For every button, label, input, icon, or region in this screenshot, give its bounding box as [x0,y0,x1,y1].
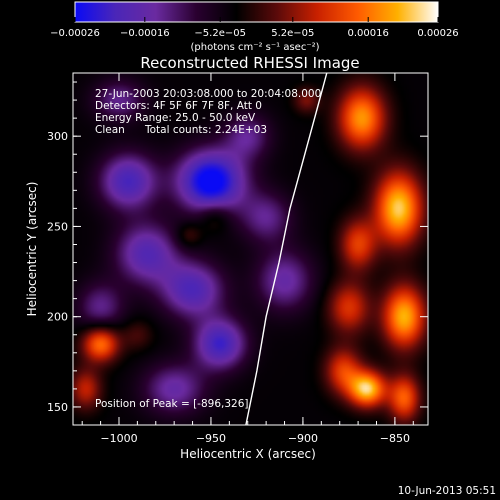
heatmap-image [73,73,428,425]
y-axis-label: Heliocentric Y (arcsec) [25,182,39,317]
y-tick-label: 250 [47,220,68,233]
energy-range-text: Energy Range: 25.0 - 50.0 keV [95,112,256,124]
x-tick-label: −950 [196,432,226,445]
colorbar-tick-label: −5.2e−05 [194,28,246,39]
colorbar-tick-label: −0.00026 [50,28,100,39]
plot-frame [72,72,429,426]
colorbar-unit-label: (photons cm⁻² s⁻¹ asec⁻²) [190,42,319,53]
y-tick-label: 300 [47,130,68,143]
method-text: Clean [95,124,125,136]
solar-limb-curve [245,73,328,425]
colorbar-tick-label: −0.00016 [120,28,170,39]
total-counts-text: Total counts: 2.24E+03 [144,124,267,136]
footer-date: 10-Jun-2013 05:51 [398,485,496,497]
x-axis: −1000 −950 −900 −850 [81,73,414,445]
x-axis-label: Heliocentric X (arcsec) [180,447,316,461]
colorbar-gradient [74,1,439,23]
x-tick-label: −850 [380,432,410,445]
y-tick-label: 200 [47,311,68,324]
colorbar-tick-label: 0.00026 [417,28,458,39]
x-tick-label: −900 [288,432,318,445]
colorbar-tick-label: 5.2e−05 [271,28,314,39]
time-range-text: 27-Jun-2003 20:03:08.000 to 20:04:08.000 [95,88,321,100]
y-tick-label: 150 [47,401,68,414]
y-axis: 150 200 250 300 [47,81,428,426]
colorbar: −0.00026 −0.00016 −5.2e−05 5.2e−05 0.00016 0.… [50,1,459,53]
detectors-text: Detectors: 4F 5F 6F 7F 8F, Att 0 [95,100,262,112]
peak-position-text: Position of Peak = [-896,326] [95,398,249,410]
x-tick-label: −1000 [100,432,137,445]
chart-title: Reconstructed RHESSI Image [140,54,359,72]
observation-info: 27-Jun-2003 20:03:08.000 to 20:04:08.000… [95,88,321,136]
colorbar-tick-label: 0.00016 [348,28,389,39]
